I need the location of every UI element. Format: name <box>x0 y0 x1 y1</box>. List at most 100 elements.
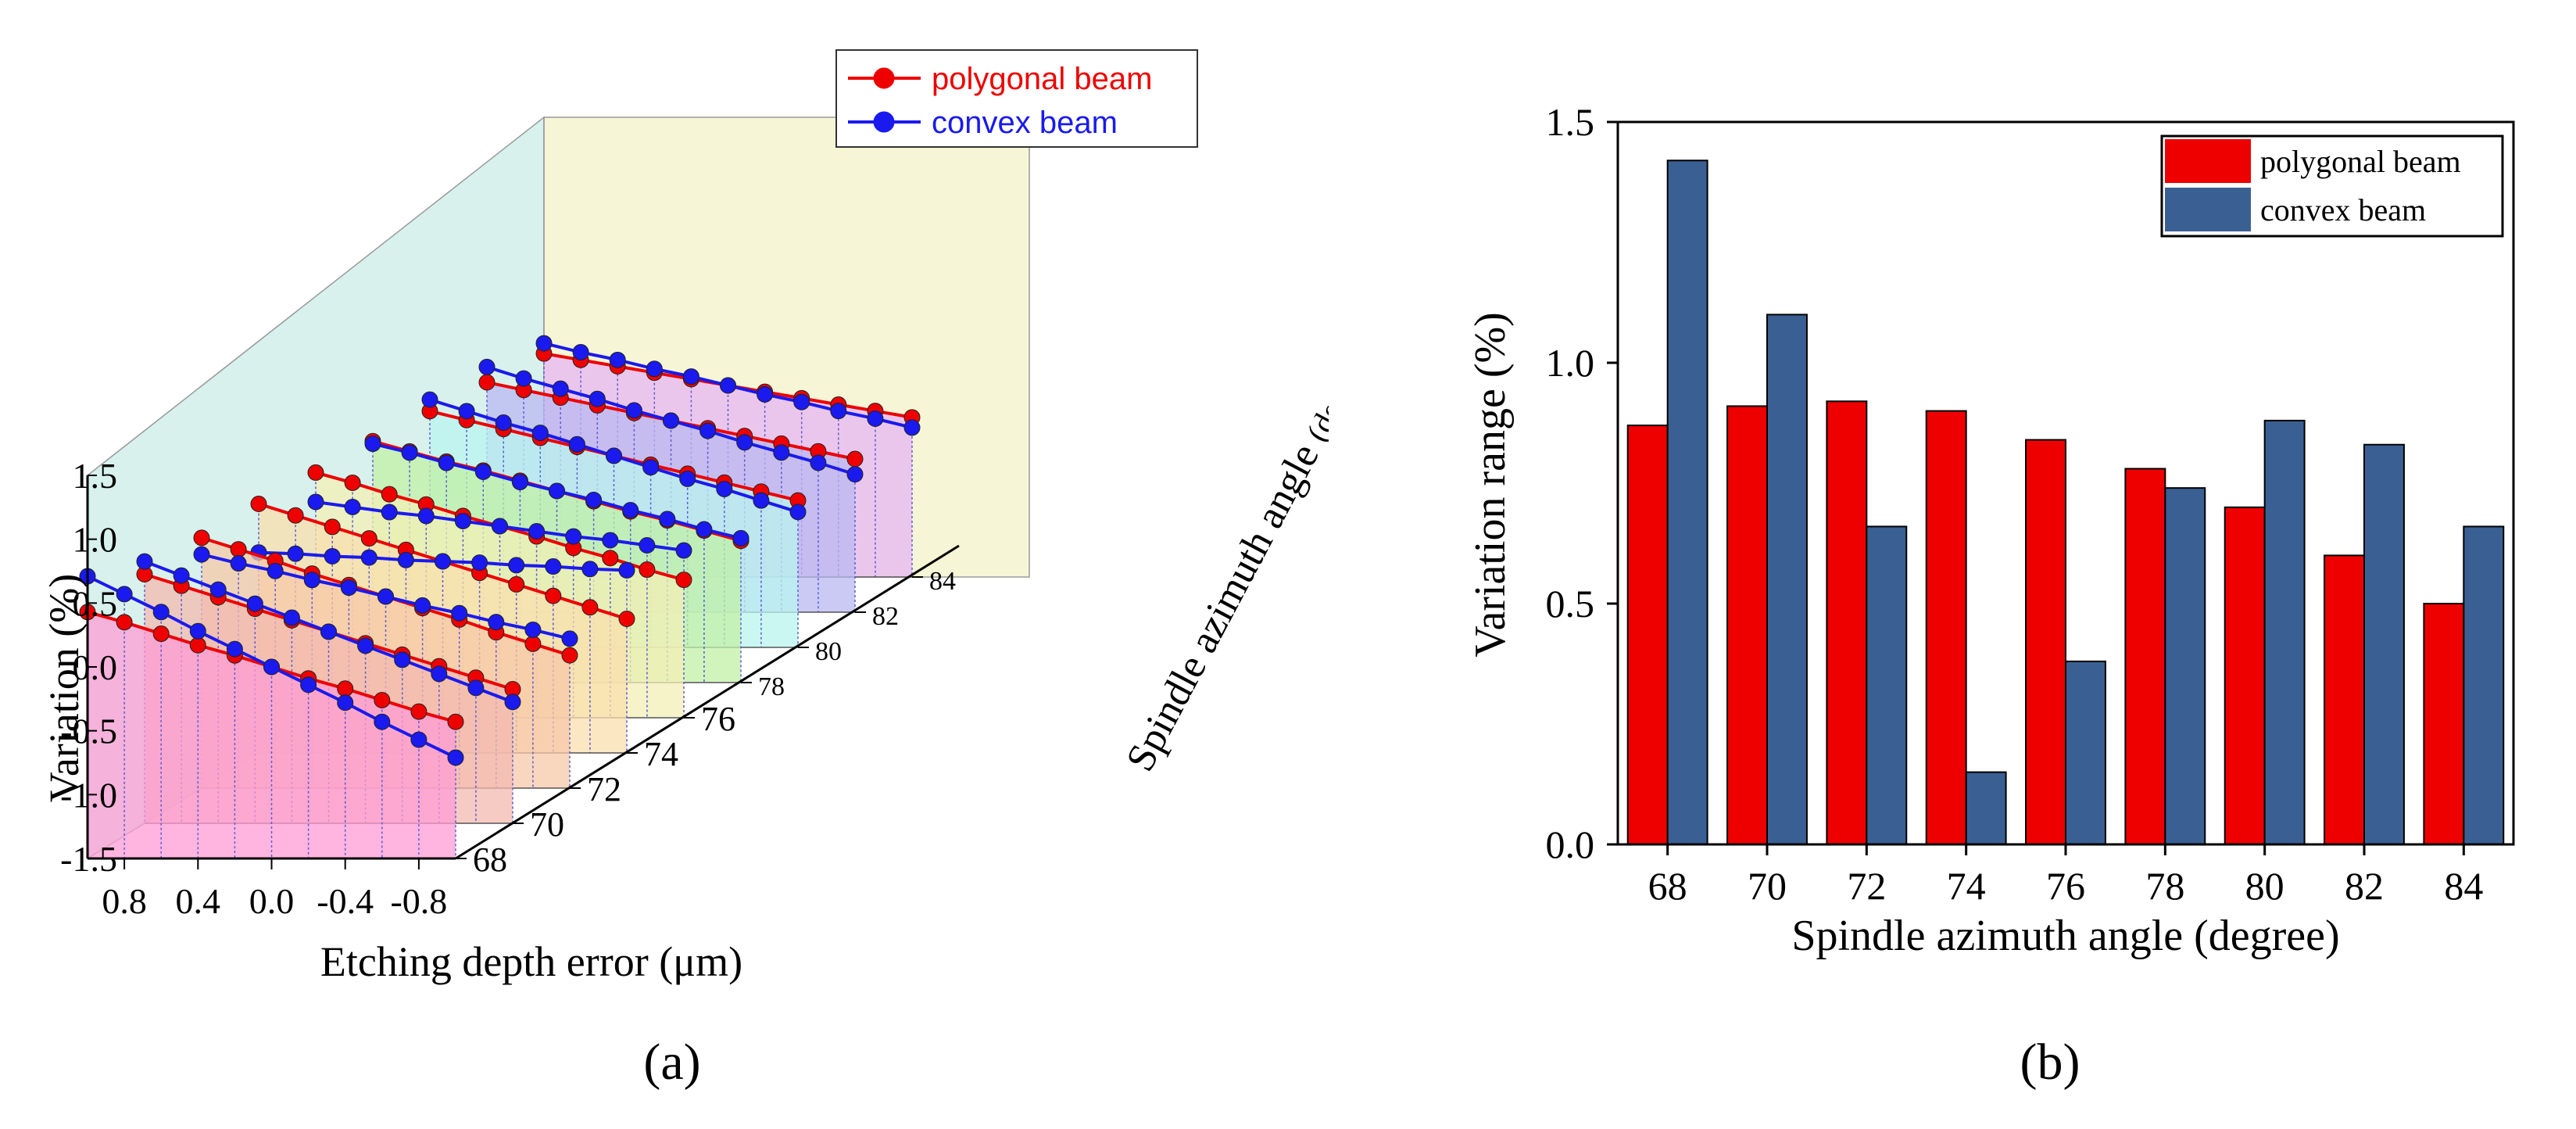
chart-a-xtick: 0.4 <box>176 881 221 921</box>
chart-a-point-convex <box>736 434 753 451</box>
chart-a-xtick: -0.4 <box>317 881 374 921</box>
chart-a-point-convex <box>303 572 320 589</box>
chart-b-bar-convex-72 <box>1866 525 1908 845</box>
chart-a-zlabel-unit: (degree) <box>1300 339 1329 447</box>
chart-b-ticks <box>1607 120 2465 855</box>
chart-b-ytick: 0.5 <box>1546 582 1595 625</box>
chart-a-point-convex <box>189 622 206 640</box>
chart-a-point-convex <box>565 528 582 545</box>
chart-a-ytick: 1.5 <box>73 456 118 496</box>
chart-a-ytick: -0.5 <box>60 711 117 751</box>
chart-a-xtick: 0.8 <box>102 881 147 921</box>
chart-a-point-convex <box>230 555 247 572</box>
chart-a-point-convex <box>340 579 357 597</box>
chart-b-bar: 0.0 0.5 1.0 1.5 68 70 72 74 76 78 80 82 … <box>1466 100 2515 1091</box>
chart-a-point-convex <box>675 542 692 559</box>
chart-b-bar-convex-78 <box>2164 487 2206 845</box>
chart-a-point-convex <box>720 377 736 394</box>
chart-a-ztick: 84 <box>929 567 956 596</box>
chart-a-point-polygonal <box>478 374 496 391</box>
chart-b-bar-convex-68 <box>1666 159 1708 845</box>
chart-b-ytick: 1.5 <box>1546 100 1595 144</box>
chart-a-xlabel: Etching depth error (μm) <box>320 938 742 985</box>
chart-a-point-convex <box>364 435 381 453</box>
chart-a-ytick: -1.0 <box>60 775 117 815</box>
chart-a-point-convex <box>515 370 532 387</box>
chart-a-zlabel-main: Spindle azimuth angle <box>1118 436 1328 778</box>
chart-a-point-convex <box>410 731 428 748</box>
chart-b-xtick: 82 <box>2345 864 2384 908</box>
chart-a-point-polygonal <box>307 464 324 481</box>
chart-a-point-polygonal <box>524 635 542 652</box>
chart-a-point-convex <box>810 454 827 471</box>
chart-a-point-convex <box>549 482 565 500</box>
chart-a-slice-fill <box>88 611 456 858</box>
panel-b-label: (b) <box>2020 1034 2080 1091</box>
chart-b-bar-polygonal-68 <box>1626 425 1669 845</box>
chart-a-point-convex <box>451 604 468 622</box>
chart-a-point-polygonal <box>602 550 619 567</box>
chart-a-point-convex <box>136 553 153 570</box>
chart-b-ylabel: Variation range (%) <box>1466 312 1515 658</box>
chart-a-point-convex <box>716 480 733 497</box>
chart-a-xtick: -0.8 <box>390 881 447 921</box>
chart-a-point-convex <box>568 435 585 453</box>
chart-a-point-convex <box>508 557 525 574</box>
chart-b-bar-convex-82 <box>2363 443 2405 845</box>
chart-b-xtick: 72 <box>1847 864 1886 908</box>
chart-a-ztick: 78 <box>758 672 785 701</box>
chart-a-point-convex <box>585 491 603 508</box>
chart-a-legend-marker-convex <box>873 111 895 133</box>
chart-a-point-convex <box>283 609 300 626</box>
chart-a-point-convex <box>545 558 562 575</box>
chart-a-point-polygonal <box>189 636 206 654</box>
chart-b-xtick: 74 <box>1947 864 1986 908</box>
chart-a-point-convex <box>421 391 438 408</box>
chart-a-point-polygonal <box>374 691 391 708</box>
chart-b-bar-convex-84 <box>2463 525 2505 845</box>
chart-b-legend-swatch-polygonal <box>2165 139 2251 183</box>
chart-a-ztick: 74 <box>644 735 678 773</box>
chart-a-point-convex <box>381 504 398 521</box>
chart-a-point-convex <box>589 390 606 407</box>
chart-a-point-convex <box>488 614 505 631</box>
chart-b-bar-convex-76 <box>2065 660 2106 845</box>
chart-b-legend-label-polygonal: polygonal beam <box>2260 144 2461 179</box>
chart-a-point-polygonal <box>230 541 247 558</box>
chart-a-point-convex <box>504 694 521 711</box>
chart-a-point-convex <box>374 713 391 730</box>
chart-a-point-convex <box>495 414 512 432</box>
chart-a-point-convex <box>492 518 508 535</box>
chart-a-point-convex <box>300 676 317 694</box>
chart-a-point-convex <box>263 658 280 676</box>
chart-a-point-polygonal <box>508 575 525 593</box>
chart-a-point-convex <box>696 521 713 538</box>
chart-a-point-convex <box>531 425 549 442</box>
chart-a-point-convex <box>679 470 696 487</box>
chart-a-ztick: 68 <box>473 840 507 879</box>
chart-a-point-convex <box>618 561 635 579</box>
chart-b-bar-polygonal-76 <box>2025 439 2066 845</box>
chart-a-point-polygonal <box>116 614 133 631</box>
chart-a-point-convex <box>478 358 496 375</box>
chart-a-point-convex <box>659 511 676 528</box>
chart-a-point-convex <box>173 567 190 584</box>
chart-a-point-convex <box>552 380 569 397</box>
chart-b-xtick: 76 <box>2046 864 2085 908</box>
chart-b-xtick: 78 <box>2145 864 2184 908</box>
chart-b-bar-polygonal-84 <box>2423 603 2465 845</box>
chart-a-point-convex <box>663 412 679 429</box>
chart-a-point-polygonal <box>675 572 692 589</box>
chart-a-point-convex <box>639 537 656 554</box>
chart-a-point-convex <box>699 422 717 439</box>
chart-a-ytick: 0.5 <box>73 583 118 623</box>
chart-a-point-convex <box>471 554 488 572</box>
chart-a-point-polygonal <box>360 530 377 547</box>
chart-a-point-convex <box>307 493 324 511</box>
chart-b-xtick: 80 <box>2245 864 2284 908</box>
panel-a: 1.5 1.0 0.5 0.0 -0.5 -1.0 -1.5 Variation… <box>41 49 1329 1091</box>
chart-a-point-convex <box>606 447 622 464</box>
chart-a-point-polygonal <box>381 486 398 503</box>
chart-a-point-convex <box>447 749 464 766</box>
chart-a-point-polygonal <box>344 474 361 491</box>
